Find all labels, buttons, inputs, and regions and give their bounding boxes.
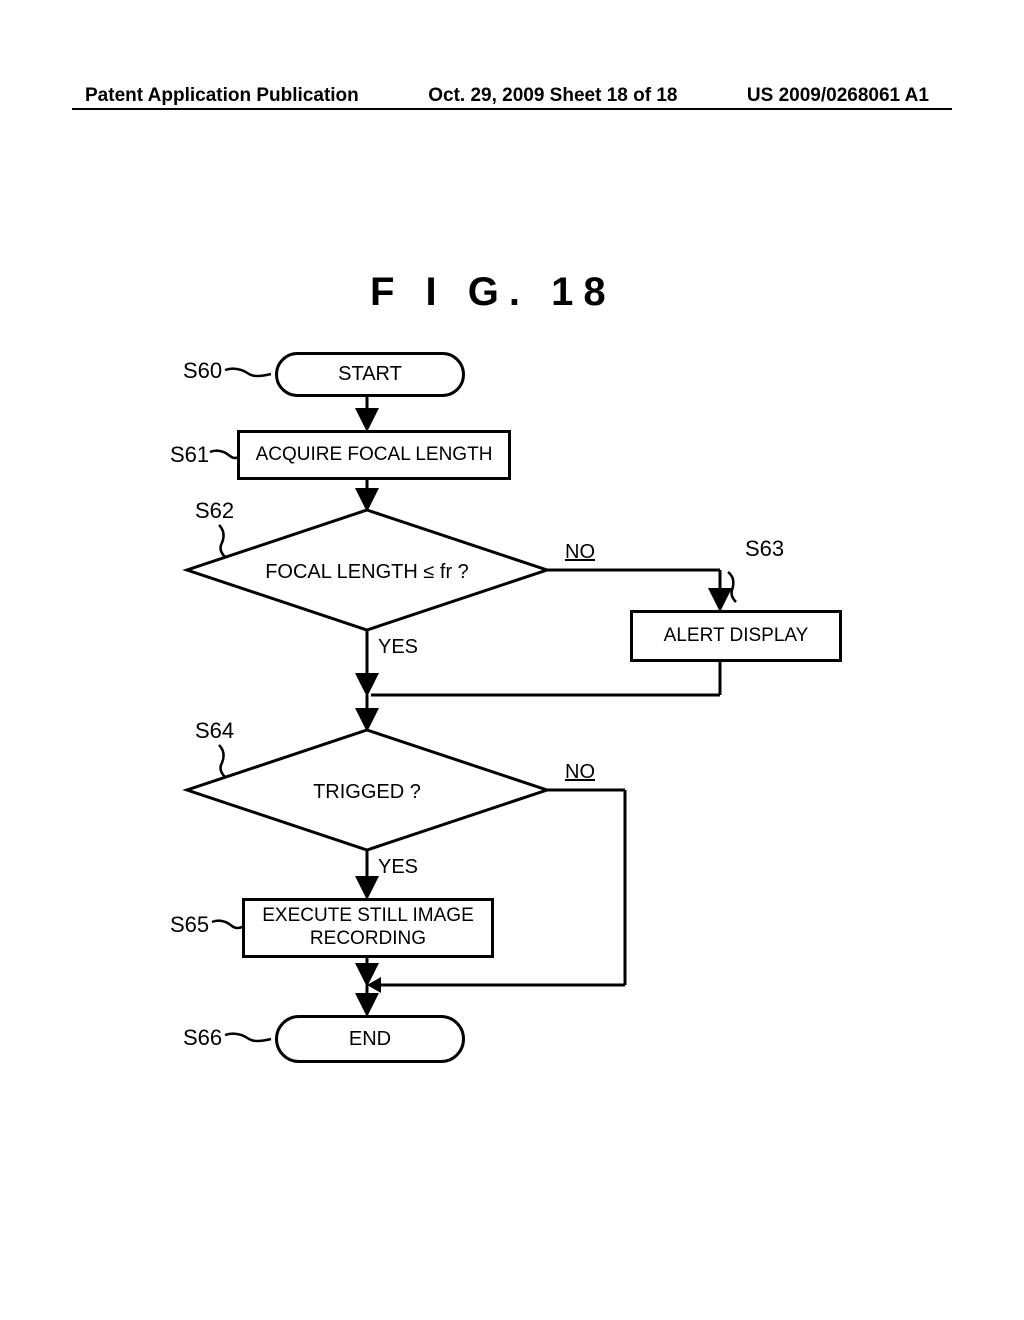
label-s60: S60: [183, 358, 222, 384]
header-left: Patent Application Publication: [85, 85, 359, 107]
edge-s62-no: NO: [565, 541, 595, 564]
flowchart-svg: FOCAL LENGTH ≤ fr ? TRIGGED ?: [0, 0, 1024, 1320]
label-s65: S65: [170, 912, 209, 938]
node-s65-text: EXECUTE STILL IMAGE RECORDING: [262, 905, 474, 951]
label-s63: S63: [745, 536, 784, 562]
node-execute-recording: EXECUTE STILL IMAGE RECORDING: [242, 898, 494, 958]
svg-text:FOCAL LENGTH ≤ fr ?: FOCAL LENGTH ≤ fr ?: [265, 561, 469, 583]
edge-s64-yes: YES: [378, 856, 418, 879]
label-s61: S61: [170, 442, 209, 468]
figure-title: F I G. 18: [370, 270, 616, 315]
header-center: Oct. 29, 2009 Sheet 18 of 18: [428, 85, 677, 107]
node-s63-text: ALERT DISPLAY: [664, 625, 809, 648]
node-start-text: START: [338, 363, 402, 386]
header-rule: [72, 108, 952, 110]
node-start: START: [275, 352, 465, 397]
label-s64: S64: [195, 718, 234, 744]
edge-s62-yes: YES: [378, 636, 418, 659]
header-right: US 2009/0268061 A1: [747, 85, 929, 107]
node-end-text: END: [349, 1028, 391, 1051]
label-s62: S62: [195, 498, 234, 524]
node-alert-display: ALERT DISPLAY: [630, 610, 842, 662]
edge-s64-no: NO: [565, 761, 595, 784]
svg-text:TRIGGED ?: TRIGGED ?: [313, 781, 421, 803]
node-s61-text: ACQUIRE FOCAL LENGTH: [256, 444, 493, 467]
node-end: END: [275, 1015, 465, 1063]
node-acquire-focal-length: ACQUIRE FOCAL LENGTH: [237, 430, 511, 480]
page-header: Patent Application Publication Oct. 29, …: [0, 85, 1024, 107]
label-s66: S66: [183, 1025, 222, 1051]
